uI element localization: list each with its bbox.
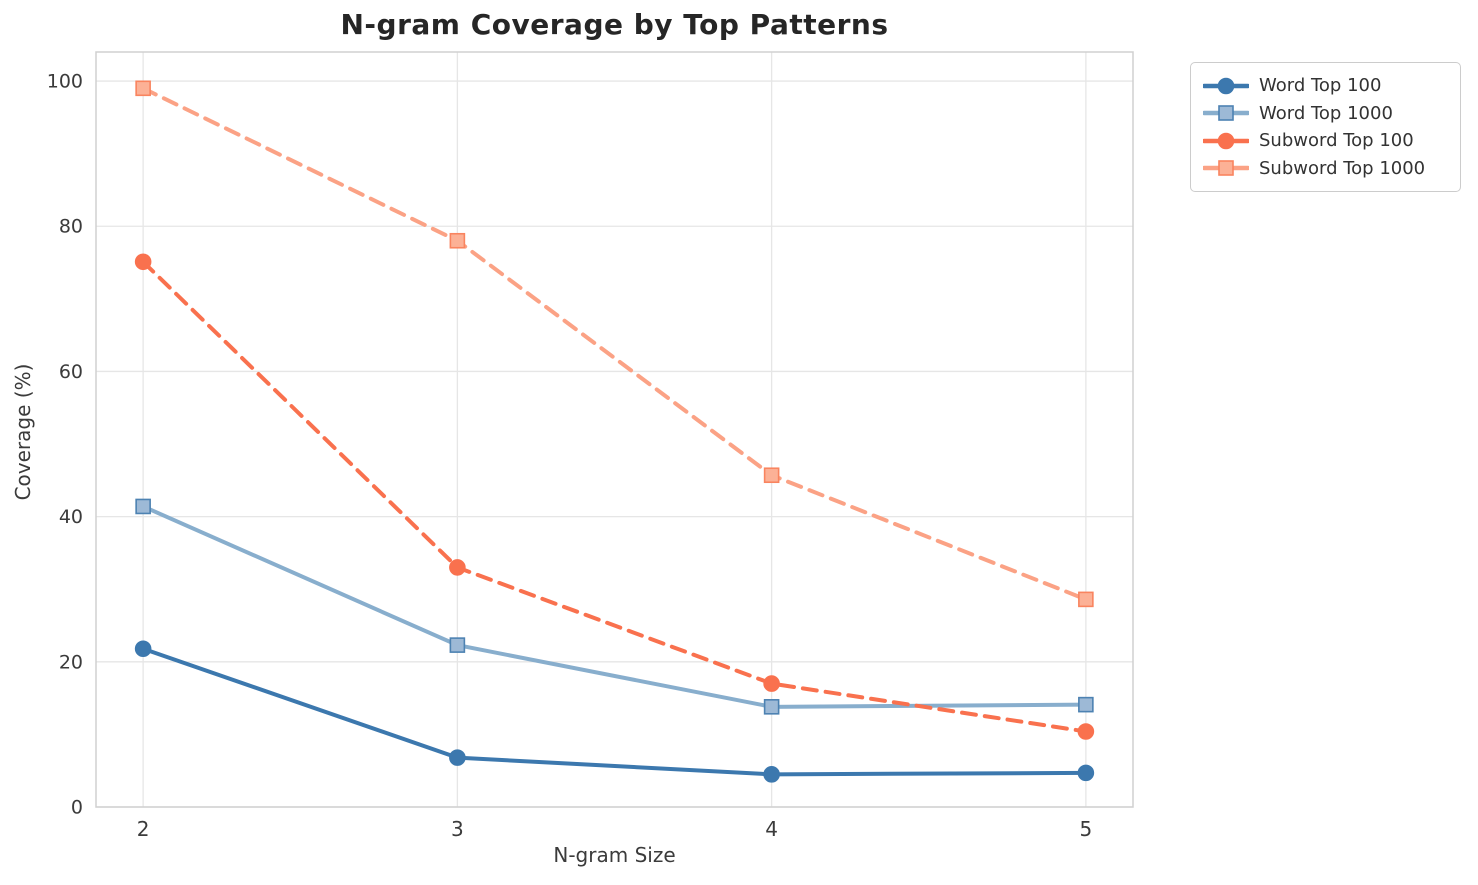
square-marker: [763, 467, 780, 484]
chart-title: N-gram Coverage by Top Patterns: [340, 8, 889, 41]
square-marker: [1078, 696, 1094, 713]
legend-swatch: [1203, 132, 1249, 150]
legend-label: Subword Top 1000: [1259, 157, 1426, 179]
series-word-top-1000: [135, 498, 1094, 715]
x-tick-label: 2: [137, 817, 150, 841]
circle-marker: [1217, 132, 1235, 150]
series-line: [141, 259, 1088, 734]
legend-swatch: [1203, 77, 1249, 95]
circle-marker: [134, 253, 152, 271]
circle-marker: [449, 749, 466, 766]
legend-label: Subword Top 100: [1259, 130, 1414, 152]
legend-item-subword-top-1000: Subword Top 1000: [1203, 155, 1448, 183]
legend-swatch: [1203, 105, 1249, 122]
circle-marker: [449, 559, 466, 576]
square-marker: [135, 80, 151, 97]
series-word-top-100: [134, 640, 1095, 783]
y-tick-label: 20: [59, 651, 83, 673]
circle-marker: [134, 640, 152, 658]
series-subword-top-1000: [135, 80, 1094, 608]
circle-marker: [763, 675, 780, 692]
legend-label: Word Top 1000: [1259, 102, 1393, 124]
y-tick-label: 40: [59, 506, 83, 528]
y-tick-label: 80: [59, 216, 83, 238]
square-marker: [763, 699, 780, 715]
square-marker: [1218, 160, 1234, 177]
x-tick-label: 5: [1079, 817, 1092, 841]
circle-marker: [763, 766, 780, 783]
series-line: [141, 504, 1088, 709]
series-line: [141, 86, 1088, 602]
square-marker: [1218, 105, 1234, 122]
series-line: [141, 646, 1088, 777]
square-marker: [449, 232, 466, 249]
y-axis-label: Coverage (%): [11, 363, 35, 501]
legend: Word Top 100 Word Top 1000 Subword Top 100…: [1190, 62, 1461, 192]
circle-marker: [1077, 764, 1095, 782]
series-subword-top-100: [134, 253, 1095, 740]
circle-marker: [1217, 77, 1235, 95]
square-marker: [1078, 591, 1094, 608]
plot-area: 0 20 40 60 80 100 2 3 4 5: [47, 51, 1134, 841]
circle-marker: [1077, 723, 1095, 740]
legend-label: Word Top 100: [1259, 75, 1382, 97]
x-axis-label: N-gram Size: [553, 843, 676, 867]
square-marker: [449, 637, 466, 653]
y-tick-label: 60: [59, 361, 83, 383]
square-marker: [135, 498, 151, 515]
plot-border: [95, 51, 1134, 808]
legend-swatch: [1203, 160, 1249, 177]
y-tick-label: 0: [71, 797, 83, 819]
legend-item-subword-top-100: Subword Top 100: [1203, 127, 1448, 155]
y-tick-label: 100: [47, 71, 83, 93]
legend-item-word-top-100: Word Top 100: [1203, 72, 1448, 100]
x-tick-label: 3: [451, 817, 464, 841]
x-tick-label: 4: [765, 817, 778, 841]
legend-item-word-top-1000: Word Top 1000: [1203, 100, 1448, 128]
